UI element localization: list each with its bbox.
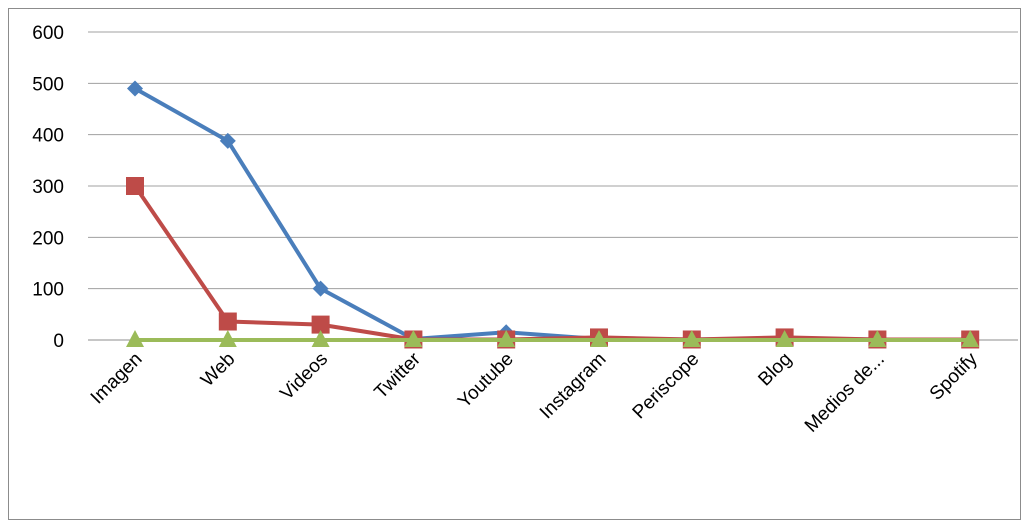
x-tick-label: Medios de... <box>801 349 889 437</box>
data-point <box>218 312 237 331</box>
y-tick-label: 500 <box>32 74 64 95</box>
data-point <box>218 330 237 347</box>
x-tick-label: Periscope <box>629 349 704 424</box>
y-tick-label: 400 <box>32 126 64 147</box>
data-point <box>312 280 329 297</box>
x-tick-label: Instagram <box>536 349 611 424</box>
y-tick-label: 200 <box>32 228 64 249</box>
series-line <box>133 86 973 342</box>
data-point <box>127 80 143 97</box>
data-point <box>404 330 423 347</box>
data-point <box>775 330 794 347</box>
gridlines <box>88 31 1018 341</box>
data-point <box>219 132 236 149</box>
x-tick-label: Youtube <box>454 349 518 413</box>
data-point <box>311 330 330 347</box>
chart-frame <box>8 8 1021 520</box>
data-point <box>590 330 608 347</box>
series-layer <box>126 80 980 349</box>
series-3 <box>126 330 980 347</box>
y-tick-label: 600 <box>32 23 64 44</box>
y-tick-label: 300 <box>32 177 64 198</box>
series-2 <box>126 177 980 349</box>
series-1 <box>127 80 979 348</box>
data-point <box>126 330 144 347</box>
x-axis-ticks: Imagen Web Videos Twitter Youtube Instagram Pe… <box>87 348 982 437</box>
data-point <box>311 315 330 334</box>
x-tick-label: Twitter <box>371 348 426 403</box>
x-tick-label: Web <box>197 349 239 391</box>
x-tick-label: Blog <box>754 349 796 391</box>
x-tick-label: Videos <box>276 349 332 405</box>
x-tick-label: Spotify <box>926 348 982 404</box>
series-line <box>133 184 973 342</box>
y-tick-label: 0 <box>53 331 64 352</box>
y-tick-label: 100 <box>32 280 64 301</box>
data-point <box>497 330 516 347</box>
data-point <box>868 330 887 347</box>
y-axis-ticks: 0 100 200 300 400 500 600 <box>32 23 64 352</box>
x-tick-label: Imagen <box>87 349 147 409</box>
data-point <box>126 177 144 195</box>
data-point <box>682 330 701 347</box>
data-point <box>961 330 980 347</box>
